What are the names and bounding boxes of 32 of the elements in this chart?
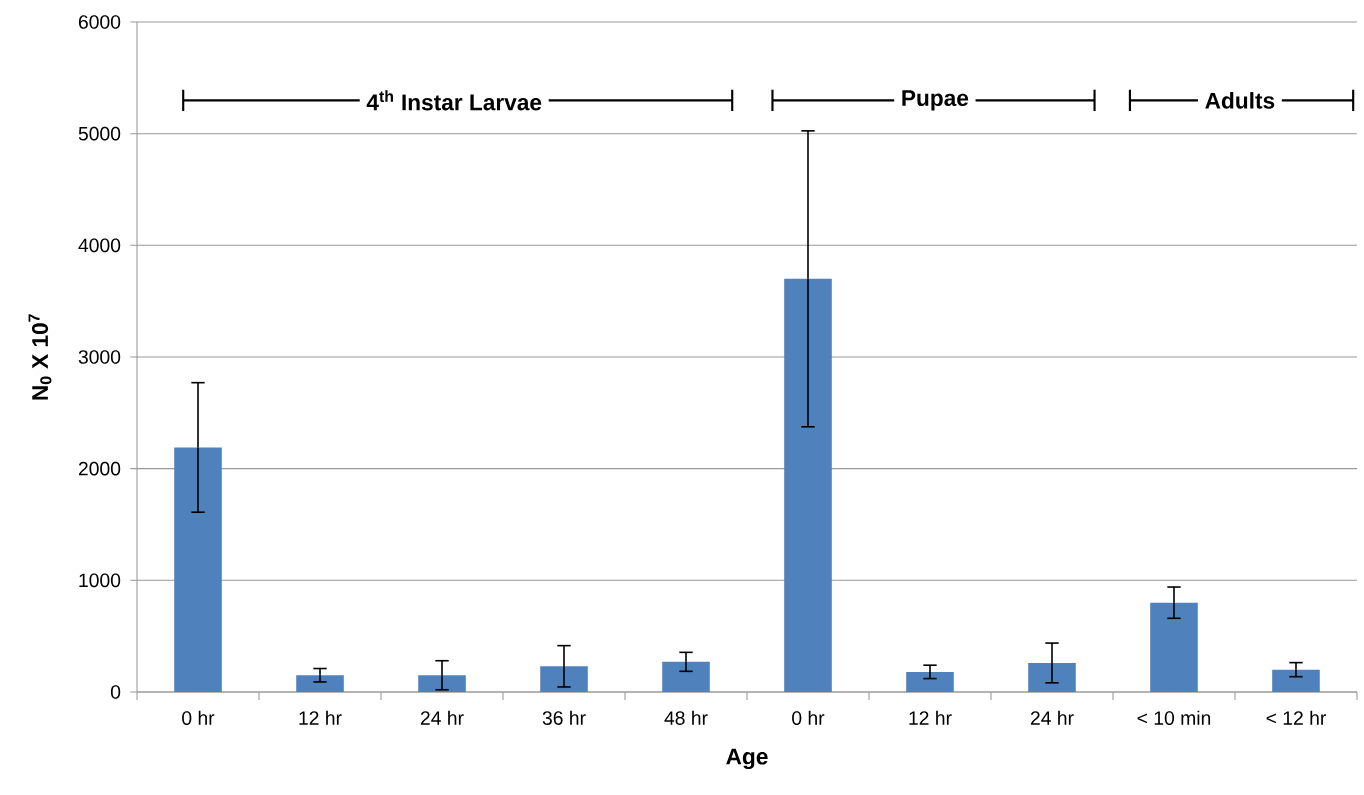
- x-tick-label: 24 hr: [420, 710, 464, 725]
- y-tick-label: 6000: [78, 15, 121, 29]
- y-tick-label: 5000: [78, 126, 121, 141]
- bar: [906, 671, 954, 692]
- x-tick-label: 12 hr: [909, 710, 952, 725]
- bar: [174, 447, 222, 692]
- x-tick-label: 12 hr: [299, 710, 342, 725]
- bar: [1028, 662, 1076, 692]
- bar: [1150, 602, 1198, 692]
- x-tick-label: 0 hr: [182, 710, 215, 725]
- bar: [662, 661, 710, 692]
- y-tick-label: 4000: [78, 238, 121, 253]
- x-tick-label: < 10 min: [1137, 710, 1211, 725]
- x-tick-label: 0 hr: [792, 710, 825, 725]
- bar: [1272, 669, 1320, 692]
- y-tick-label: 3000: [78, 350, 121, 364]
- annotation: 4$^{th}$ Instar Larvae: [366, 90, 542, 111]
- bar: [784, 278, 832, 692]
- annotation: Adults: [1205, 92, 1275, 109]
- y-tick-label: 2000: [78, 461, 121, 476]
- y-tick-label: 1000: [79, 573, 121, 588]
- y-axis-title: N$_{0}$ X 10$^{7}$: [28, 314, 52, 400]
- annotation: Pupae: [902, 90, 969, 111]
- x-tick-label: < 12 hr: [1266, 710, 1327, 725]
- bar: [540, 666, 588, 692]
- x-tick-label: 36 hr: [542, 710, 586, 725]
- x-tick-label: 48 hr: [664, 710, 708, 725]
- bar: [296, 675, 344, 692]
- x-axis-title: Age: [726, 748, 768, 770]
- x-tick-label: 24 hr: [1030, 710, 1074, 725]
- y-tick-label: 0: [110, 685, 121, 699]
- bar: [418, 675, 466, 692]
